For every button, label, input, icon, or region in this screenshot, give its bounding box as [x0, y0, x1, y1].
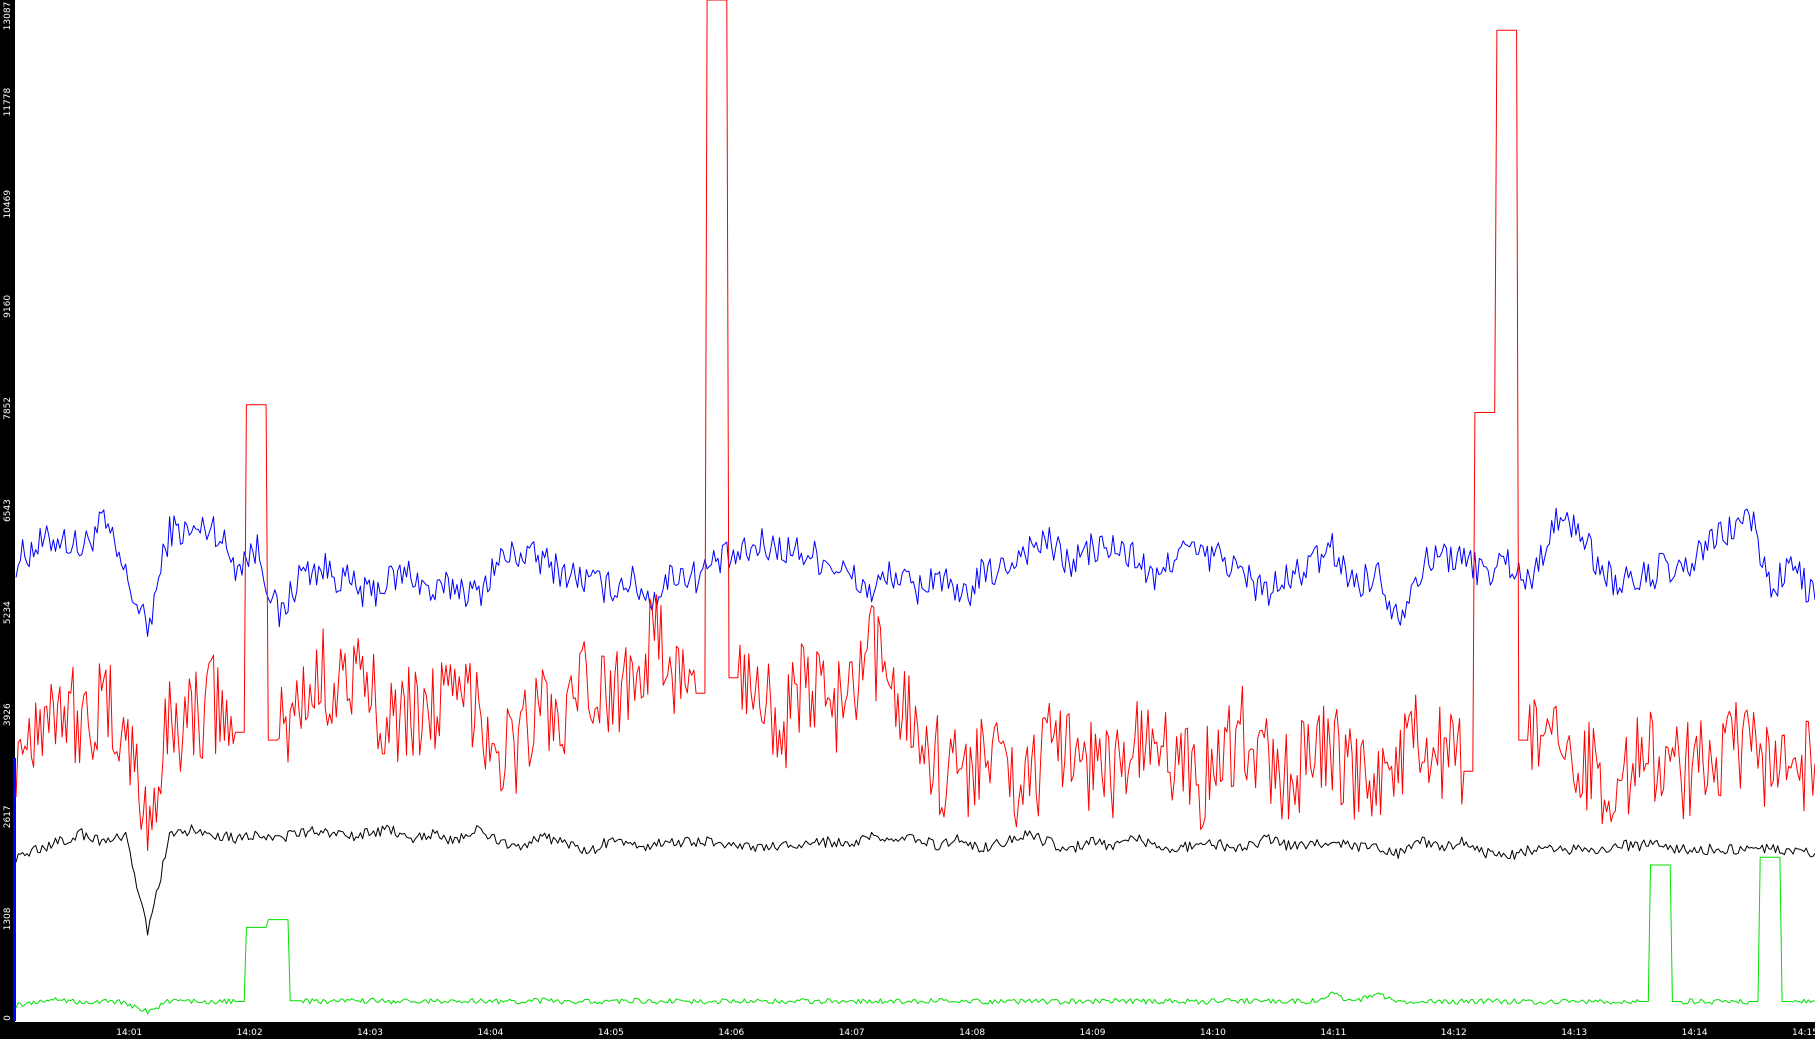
x-tick-label: 14:05 [598, 1028, 624, 1038]
y-tick-label: 2617 [3, 805, 13, 828]
x-tick-labels: 14:01 14:02 14:03 14:04 14:05 14:06 14:07 14:08… [116, 1028, 1815, 1038]
x-axis-band [0, 1022, 1815, 1039]
y-tick-label: 6543 [3, 499, 13, 522]
y-tick-labels: 0 1308 2617 3926 5234 6543 7852 9160 10469 11778 1… [3, 2, 13, 1021]
x-tick-label: 14:10 [1200, 1028, 1226, 1038]
y-tick-label: 13087 [3, 2, 13, 31]
x-tick-label: 14:02 [237, 1028, 263, 1038]
series-line [15, 824, 1815, 936]
y-axis-band [0, 0, 15, 1039]
y-axis-blue-marker [13, 758, 16, 1021]
x-tick-label: 14:08 [959, 1028, 985, 1038]
series-line [15, 507, 1815, 637]
x-tick-label: 14:13 [1561, 1028, 1587, 1038]
x-tick-label: 14:06 [718, 1028, 744, 1038]
y-tick-label: 0 [3, 1015, 13, 1021]
y-tick-label: 5234 [3, 601, 13, 624]
y-tick-label: 11778 [3, 88, 13, 117]
x-tick-label: 14:09 [1080, 1028, 1106, 1038]
x-tick-label: 14:01 [116, 1028, 142, 1038]
x-tick-label: 14:11 [1320, 1028, 1346, 1038]
series-layer [15, 0, 1815, 1015]
x-tick-label: 14:04 [477, 1028, 503, 1038]
x-tick-label: 14:03 [357, 1028, 383, 1038]
series-line [15, 856, 1815, 1015]
y-tick-label: 3926 [3, 703, 13, 726]
y-tick-label: 10469 [3, 190, 13, 219]
y-tick-label: 9160 [3, 295, 13, 318]
x-tick-label: 14:07 [839, 1028, 865, 1038]
series-line [15, 0, 1815, 852]
x-tick-label: 14:12 [1441, 1028, 1467, 1038]
x-tick-label: 14:15 [1792, 1028, 1815, 1038]
y-tick-label: 7852 [3, 397, 13, 420]
y-tick-label: 1308 [3, 907, 13, 930]
x-tick-label: 14:14 [1682, 1028, 1708, 1038]
